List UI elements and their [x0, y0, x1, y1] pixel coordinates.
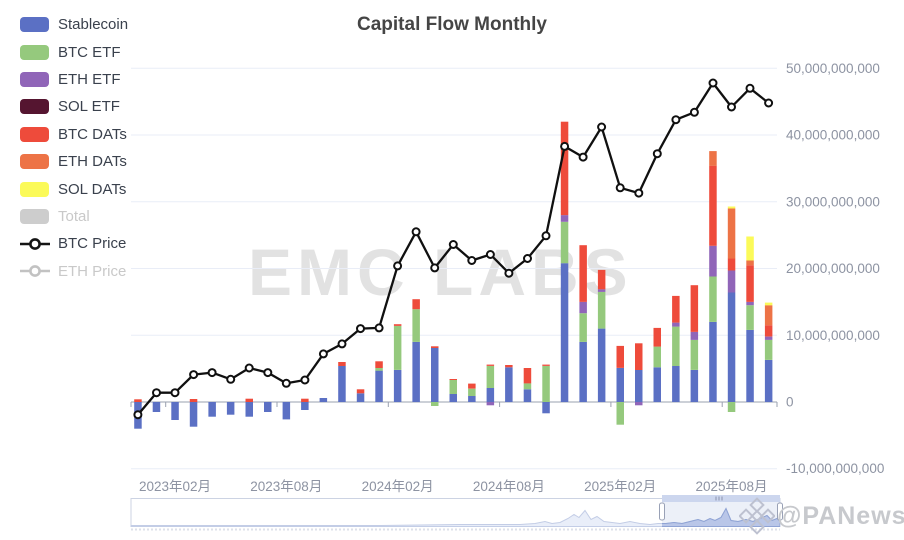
- legend-swatch: [20, 154, 49, 170]
- legend-swatch: [20, 71, 49, 87]
- svg-text:2023年02月: 2023年02月: [139, 479, 211, 494]
- legend-item-label: Total: [58, 207, 90, 225]
- legend-item-label: Stablecoin: [58, 16, 129, 34]
- svg-text:50,000,000,000: 50,000,000,000: [786, 61, 880, 76]
- legend-swatch: [20, 181, 49, 197]
- svg-text:20,000,000,000: 20,000,000,000: [786, 261, 880, 276]
- svg-text:2025年02月: 2025年02月: [584, 479, 656, 494]
- panews-watermark: @PANews: [739, 497, 904, 535]
- legend-item-label: BTC ETF: [58, 43, 121, 61]
- svg-text:30,000,000,000: 30,000,000,000: [786, 194, 880, 209]
- legend-item-eth_dats[interactable]: ETH DATs: [20, 148, 128, 175]
- y-axis-labels: 50,000,000,000 40,000,000,000 30,000,000,0…: [786, 61, 884, 476]
- bars-eth_etf: [486, 215, 773, 406]
- navigator-left-handle[interactable]: [659, 502, 665, 521]
- legend-line-marker: [20, 237, 50, 250]
- navigator-selected-shadow: [662, 507, 780, 527]
- legend-item-label: BTC DATs: [58, 125, 127, 143]
- bars-stablecoin: [134, 263, 773, 429]
- legend-item-btc_price[interactable]: BTC Price: [20, 230, 128, 257]
- svg-text:0: 0: [786, 395, 794, 410]
- legend-item-label: SOL DATs: [58, 180, 127, 198]
- svg-text:2025年08月: 2025年08月: [695, 479, 767, 494]
- legend-item-label: ETH DATs: [58, 153, 127, 171]
- bars-btc_dats: [134, 121, 773, 402]
- svg-text:2024年08月: 2024年08月: [473, 479, 545, 494]
- legend-item-btc_etf[interactable]: BTC ETF: [20, 38, 128, 65]
- panews-logo-icon: [739, 497, 775, 535]
- legend-swatch: [20, 126, 49, 142]
- navigator-move-handle[interactable]: [662, 495, 780, 502]
- bars-eth_dats: [709, 151, 773, 326]
- svg-text:2024年02月: 2024年02月: [362, 479, 434, 494]
- svg-text:40,000,000,000: 40,000,000,000: [786, 128, 880, 143]
- legend-line-marker: [20, 265, 50, 278]
- panews-watermark-text: @PANews: [777, 501, 904, 530]
- legend-item-btc_dats[interactable]: BTC DATs: [20, 121, 128, 148]
- x-axis-labels: 2023年02月 2023年08月 2024年02月 2024年08月 2025年02月…: [139, 479, 768, 494]
- bars-sol_dats: [727, 206, 773, 306]
- legend-item-eth_etf[interactable]: ETH ETF: [20, 66, 128, 93]
- legend-item-label: BTC Price: [58, 235, 127, 253]
- bars-btc_etf: [375, 221, 773, 425]
- legend-item-sol_etf[interactable]: SOL ETF: [20, 93, 128, 120]
- grid-lines: [131, 67, 777, 470]
- legend-swatch: [20, 17, 49, 33]
- legend-item-sol_dats[interactable]: SOL DATs: [20, 175, 128, 202]
- chart-title: Capital Flow Monthly: [357, 14, 547, 35]
- legend-swatch: [20, 99, 49, 115]
- navigator-right-handle[interactable]: [777, 502, 783, 521]
- legend-item-stablecoin[interactable]: Stablecoin: [20, 11, 128, 38]
- legend-item-total[interactable]: Total: [20, 203, 128, 230]
- legend-item-label: ETH Price: [58, 262, 127, 280]
- svg-text:10,000,000,000: 10,000,000,000: [786, 328, 880, 343]
- legend: Stablecoin BTC ETF ETH ETF SOL ETF BTC DATs E…: [20, 11, 128, 285]
- legend-item-label: ETH ETF: [58, 70, 121, 88]
- legend-swatch: [20, 208, 49, 224]
- btc-price-line: [133, 78, 774, 420]
- svg-text:2023年08月: 2023年08月: [250, 479, 322, 494]
- datazoom-navigator[interactable]: [128, 493, 784, 533]
- legend-item-label: SOL ETF: [58, 98, 120, 116]
- legend-swatch: [20, 44, 49, 60]
- svg-text:-10,000,000,000: -10,000,000,000: [786, 461, 884, 476]
- legend-item-eth_price[interactable]: ETH Price: [20, 258, 128, 285]
